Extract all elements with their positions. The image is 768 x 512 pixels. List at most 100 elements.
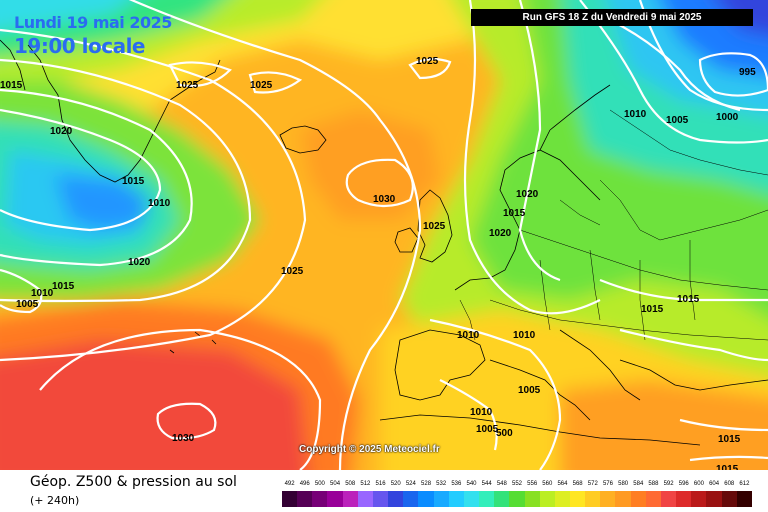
legend-label: 544 bbox=[481, 481, 492, 487]
legend-swatch bbox=[539, 491, 555, 507]
isobar-label: 1015 bbox=[718, 434, 741, 445]
legend-label: 580 bbox=[618, 481, 629, 487]
legend-swatch bbox=[509, 491, 525, 507]
forecast-step: (+ 240h) bbox=[30, 494, 80, 507]
legend-swatch bbox=[736, 491, 752, 507]
legend-swatch bbox=[615, 491, 631, 507]
isobar-label: 1025 bbox=[423, 221, 446, 232]
legend-label: 536 bbox=[451, 481, 462, 487]
isobar-label: 1015 bbox=[641, 304, 664, 315]
legend-swatch bbox=[327, 491, 343, 507]
legend-swatch bbox=[494, 491, 510, 507]
legend-label: 592 bbox=[663, 481, 674, 487]
isobar-label: 1020 bbox=[489, 228, 512, 239]
z500-legend: 492 496 500 504 508 512 516 520 524 528 532 536 540 5… bbox=[282, 480, 752, 508]
legend-swatch bbox=[342, 491, 358, 507]
isobar-label: 1030 bbox=[172, 433, 195, 444]
isobar-label: 1000 bbox=[716, 112, 739, 123]
legend-label: 568 bbox=[572, 481, 583, 487]
legend-swatch bbox=[706, 491, 722, 507]
legend-swatch bbox=[676, 491, 692, 507]
legend-label: 540 bbox=[466, 481, 477, 487]
legend-label: 508 bbox=[345, 481, 356, 487]
isobars bbox=[0, 0, 768, 470]
valid-date: Lundi 19 mai 2025 bbox=[14, 13, 172, 32]
legend-label: 512 bbox=[360, 481, 371, 487]
isobar-label: 500 bbox=[496, 428, 513, 439]
legend-swatch bbox=[600, 491, 616, 507]
legend-swatch bbox=[357, 491, 373, 507]
legend-swatch bbox=[569, 491, 586, 507]
legend-swatch bbox=[630, 491, 646, 507]
legend-label: 492 bbox=[284, 481, 295, 487]
isobar-label: 1015 bbox=[0, 80, 23, 91]
legend-label: 556 bbox=[527, 481, 538, 487]
copyright-notice: Copyright © 2025 Meteociel.fr bbox=[299, 444, 440, 455]
legend-label: 572 bbox=[587, 481, 598, 487]
legend-label: 516 bbox=[375, 481, 386, 487]
legend-swatch bbox=[372, 491, 389, 507]
legend-label: 552 bbox=[511, 481, 522, 487]
legend-label: 520 bbox=[390, 481, 401, 487]
isobar-label: 1030 bbox=[373, 194, 396, 205]
isobar-label: 1010 bbox=[148, 198, 171, 209]
legend-label: 612 bbox=[739, 481, 750, 487]
legend-label: 532 bbox=[436, 481, 447, 487]
legend-label: 564 bbox=[557, 481, 568, 487]
legend-swatch bbox=[585, 491, 601, 507]
legend-swatch bbox=[524, 491, 540, 507]
isobar-label: 1015 bbox=[677, 294, 700, 305]
legend-swatch bbox=[554, 491, 570, 507]
legend-label: 576 bbox=[602, 481, 613, 487]
isobar-label: 1010 bbox=[470, 407, 493, 418]
isobar-label: 1005 bbox=[16, 299, 39, 310]
legend-label: 600 bbox=[693, 481, 704, 487]
isobar-label: 1025 bbox=[416, 56, 439, 67]
legend-label: 584 bbox=[633, 481, 644, 487]
legend-swatch bbox=[691, 491, 707, 507]
isobar-labels: 1020 1015 1025 1025 1025 995 1010 1005 1… bbox=[0, 56, 756, 470]
isobar-label: 1010 bbox=[457, 330, 480, 341]
legend-color-bar bbox=[282, 491, 752, 507]
legend-swatch bbox=[297, 491, 313, 507]
legend-label: 588 bbox=[648, 481, 659, 487]
run-banner: Run GFS 18 Z du Vendredi 9 mai 2025 bbox=[471, 9, 753, 26]
legend-label: 528 bbox=[421, 481, 432, 487]
isobar-label: 1005 bbox=[518, 385, 541, 396]
isobar-label: 1020 bbox=[516, 189, 539, 200]
legend-label: 548 bbox=[496, 481, 507, 487]
isobar-label: 1005 bbox=[476, 424, 499, 435]
legend-swatch bbox=[721, 491, 737, 507]
isobar-label: 1025 bbox=[281, 266, 304, 277]
isobar-label: 1005 bbox=[666, 115, 689, 126]
isobar-label: 1025 bbox=[176, 80, 199, 91]
legend-label: 496 bbox=[299, 481, 310, 487]
legend-swatch bbox=[645, 491, 661, 507]
isobar-label: 1010 bbox=[31, 288, 54, 299]
legend-swatch bbox=[282, 491, 298, 507]
legend-swatch bbox=[463, 491, 480, 507]
legend-label: 524 bbox=[405, 481, 416, 487]
legend-label: 500 bbox=[314, 481, 325, 487]
isobar-label: 1010 bbox=[513, 330, 536, 341]
legend-swatch bbox=[433, 491, 449, 507]
legend-swatch bbox=[479, 491, 495, 507]
isobar-label: 1020 bbox=[128, 257, 151, 268]
legend-labels: 492 496 500 504 508 512 516 520 524 528 532 536 540 5… bbox=[282, 480, 752, 490]
isobar-label: 1015 bbox=[52, 281, 75, 292]
legend-label: 504 bbox=[330, 481, 341, 487]
legend-label: 608 bbox=[724, 481, 735, 487]
forecast-map: 1020 1015 1025 1025 1025 995 1010 1005 1… bbox=[0, 0, 768, 470]
legend-swatch bbox=[312, 491, 328, 507]
isobar-label: 1020 bbox=[50, 126, 73, 137]
legend-swatch bbox=[660, 491, 677, 507]
isobar-label: 1010 bbox=[624, 109, 647, 120]
legend-label: 596 bbox=[678, 481, 689, 487]
country-borders bbox=[459, 109, 768, 341]
valid-time: 19:00 locale bbox=[14, 34, 146, 58]
z500-color-field bbox=[0, 0, 768, 470]
legend-swatch bbox=[418, 491, 434, 507]
legend-label: 604 bbox=[709, 481, 720, 487]
isobar-label: 1015 bbox=[503, 208, 526, 219]
